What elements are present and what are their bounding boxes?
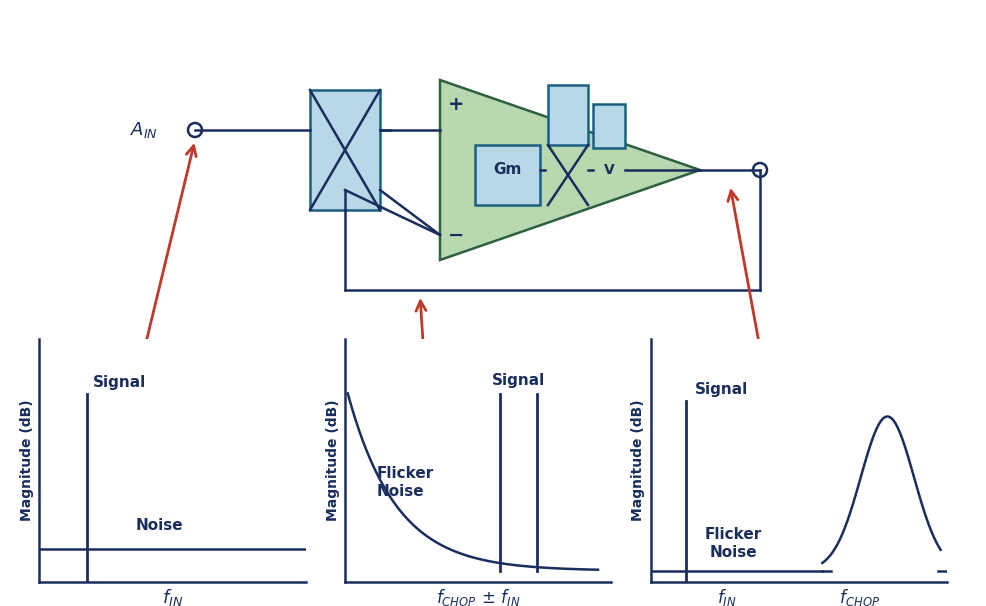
- Text: Flicker
Noise: Flicker Noise: [705, 527, 762, 560]
- Text: Gm: Gm: [493, 162, 522, 178]
- Y-axis label: Magnitude (dB): Magnitude (dB): [325, 400, 339, 521]
- X-axis label: $f_{IN}$                  $f_{CHOP}$: $f_{IN}$ $f_{CHOP}$: [717, 587, 880, 606]
- FancyBboxPatch shape: [593, 104, 625, 148]
- Text: Signal: Signal: [93, 375, 146, 390]
- X-axis label: $f_{IN}$: $f_{IN}$: [162, 587, 183, 606]
- Text: Signal: Signal: [491, 373, 545, 388]
- Text: +: +: [448, 96, 464, 115]
- X-axis label: $f_{CHOP}$ $\pm$ $f_{IN}$: $f_{CHOP}$ $\pm$ $f_{IN}$: [436, 587, 521, 606]
- Text: −: −: [448, 225, 464, 244]
- Polygon shape: [440, 80, 700, 260]
- Text: Flicker
Noise: Flicker Noise: [377, 467, 434, 499]
- Text: Noise: Noise: [135, 518, 183, 533]
- Y-axis label: Magnitude (dB): Magnitude (dB): [631, 400, 645, 521]
- FancyBboxPatch shape: [310, 90, 380, 210]
- Y-axis label: Magnitude (dB): Magnitude (dB): [20, 400, 34, 521]
- FancyBboxPatch shape: [548, 85, 588, 145]
- Text: $A_{IN}$: $A_{IN}$: [130, 120, 158, 140]
- Text: V: V: [603, 163, 614, 177]
- FancyBboxPatch shape: [475, 145, 540, 205]
- Text: Signal: Signal: [695, 382, 748, 397]
